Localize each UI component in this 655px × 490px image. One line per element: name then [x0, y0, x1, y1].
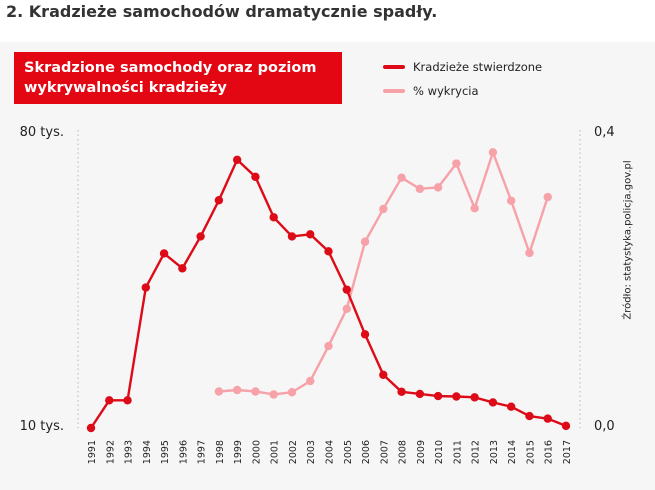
data-point-stolen [488, 398, 498, 407]
data-point-detection [397, 173, 406, 182]
x-tick-label: 2008 [398, 440, 409, 464]
right-axis-tick-label: 0,0 [594, 419, 615, 434]
data-point-stolen [543, 414, 552, 423]
data-point-detection [525, 248, 534, 258]
legend-swatch-detection [383, 89, 405, 93]
data-point-detection [543, 192, 552, 202]
series-line-stolen [89, 158, 567, 429]
x-tick-label: 1998 [215, 440, 226, 464]
data-point-stolen [470, 393, 479, 402]
x-tick-label: 2000 [251, 440, 262, 464]
data-point-stolen [342, 285, 351, 294]
chart-title-box: Skradzione samochody oraz poziom wykrywa… [14, 52, 342, 104]
data-point-detection [214, 387, 224, 396]
data-point-detection [287, 388, 297, 397]
x-tick-label: 1999 [233, 440, 244, 464]
right-axis-tick-label: 0,4 [594, 125, 615, 140]
data-point-stolen [287, 232, 297, 241]
data-point-detection [360, 237, 370, 246]
x-tick-label: 1991 [87, 440, 98, 464]
data-point-detection [342, 304, 351, 313]
chart-title-line: wykrywalności kradzieży [24, 80, 227, 96]
chart-title-line: Skradzione samochody oraz poziom [24, 60, 317, 76]
series-line-detection [218, 151, 549, 396]
data-point-detection [470, 204, 479, 213]
data-point-detection [379, 204, 388, 214]
left-axis-tick-label: 80 tys. [20, 125, 64, 140]
data-point-stolen [196, 232, 205, 241]
data-point-stolen [159, 249, 169, 258]
data-point-stolen [397, 387, 406, 397]
data-point-stolen [141, 283, 151, 292]
left-axis-tick-label: 10 tys. [20, 419, 64, 434]
x-tick-label: 2016 [544, 440, 555, 464]
data-point-stolen [415, 389, 425, 399]
legend-swatch-stolen [383, 65, 405, 69]
x-tick-label: 2002 [288, 440, 299, 464]
data-point-detection [306, 376, 315, 386]
data-point-stolen [178, 264, 187, 273]
x-tick-label: 2009 [416, 440, 427, 464]
legend-item-stolen: Kradzieże stwierdzone [383, 60, 542, 74]
data-point-stolen [324, 247, 333, 256]
data-point-detection [415, 184, 425, 194]
data-point-stolen [506, 402, 516, 411]
legend-label-stolen: Kradzieże stwierdzone [413, 60, 543, 74]
x-tick-label: 1995 [160, 440, 171, 464]
data-point-detection [488, 148, 498, 157]
x-tick-label: 2001 [270, 440, 281, 464]
data-point-stolen [269, 213, 278, 222]
data-point-stolen [105, 396, 114, 405]
data-point-stolen [379, 370, 388, 379]
x-tick-label: 2015 [525, 440, 536, 464]
data-point-detection [324, 341, 333, 351]
data-point-detection [232, 385, 242, 395]
x-tick-label: 2017 [562, 440, 573, 464]
legend-label-detection: % wykrycia [413, 84, 479, 98]
chart-legend: Kradzieże stwierdzone % wykrycia [383, 60, 542, 108]
x-tick-label: 1994 [142, 440, 153, 464]
x-tick-label: 2005 [343, 440, 354, 464]
x-tick-label: 1993 [124, 440, 135, 464]
x-tick-label: 2011 [452, 440, 463, 464]
data-point-stolen [452, 392, 461, 401]
x-tick-label: 2012 [471, 440, 482, 464]
data-point-detection [506, 196, 516, 205]
data-point-stolen [360, 330, 370, 339]
x-tick-label: 2004 [325, 440, 336, 464]
x-tick-label: 2006 [361, 440, 372, 464]
x-tick-label: 2014 [507, 440, 518, 464]
legend-item-detection: % wykrycia [383, 84, 542, 98]
data-point-detection [433, 183, 443, 192]
data-point-stolen [433, 391, 443, 401]
data-point-stolen [306, 230, 315, 239]
x-tick-label: 1996 [178, 440, 189, 464]
data-point-stolen [86, 423, 96, 433]
data-point-detection [251, 387, 260, 396]
data-point-stolen [561, 421, 571, 431]
x-tick-label: 2010 [434, 440, 445, 464]
data-point-stolen [214, 196, 224, 205]
x-tick-label: 1992 [105, 440, 116, 464]
data-point-stolen [525, 411, 534, 421]
data-point-detection [452, 159, 461, 168]
x-tick-label: 1997 [197, 440, 208, 464]
page-heading: 2. Kradzieże samochodów dramatycznie spa… [6, 2, 438, 21]
data-point-stolen [123, 396, 132, 405]
data-point-stolen [232, 155, 242, 164]
data-point-stolen [251, 172, 260, 182]
x-tick-label: 2007 [379, 440, 390, 464]
data-point-detection [269, 390, 278, 399]
x-tick-label: 2003 [306, 440, 317, 464]
x-tick-label: 2013 [489, 440, 500, 464]
